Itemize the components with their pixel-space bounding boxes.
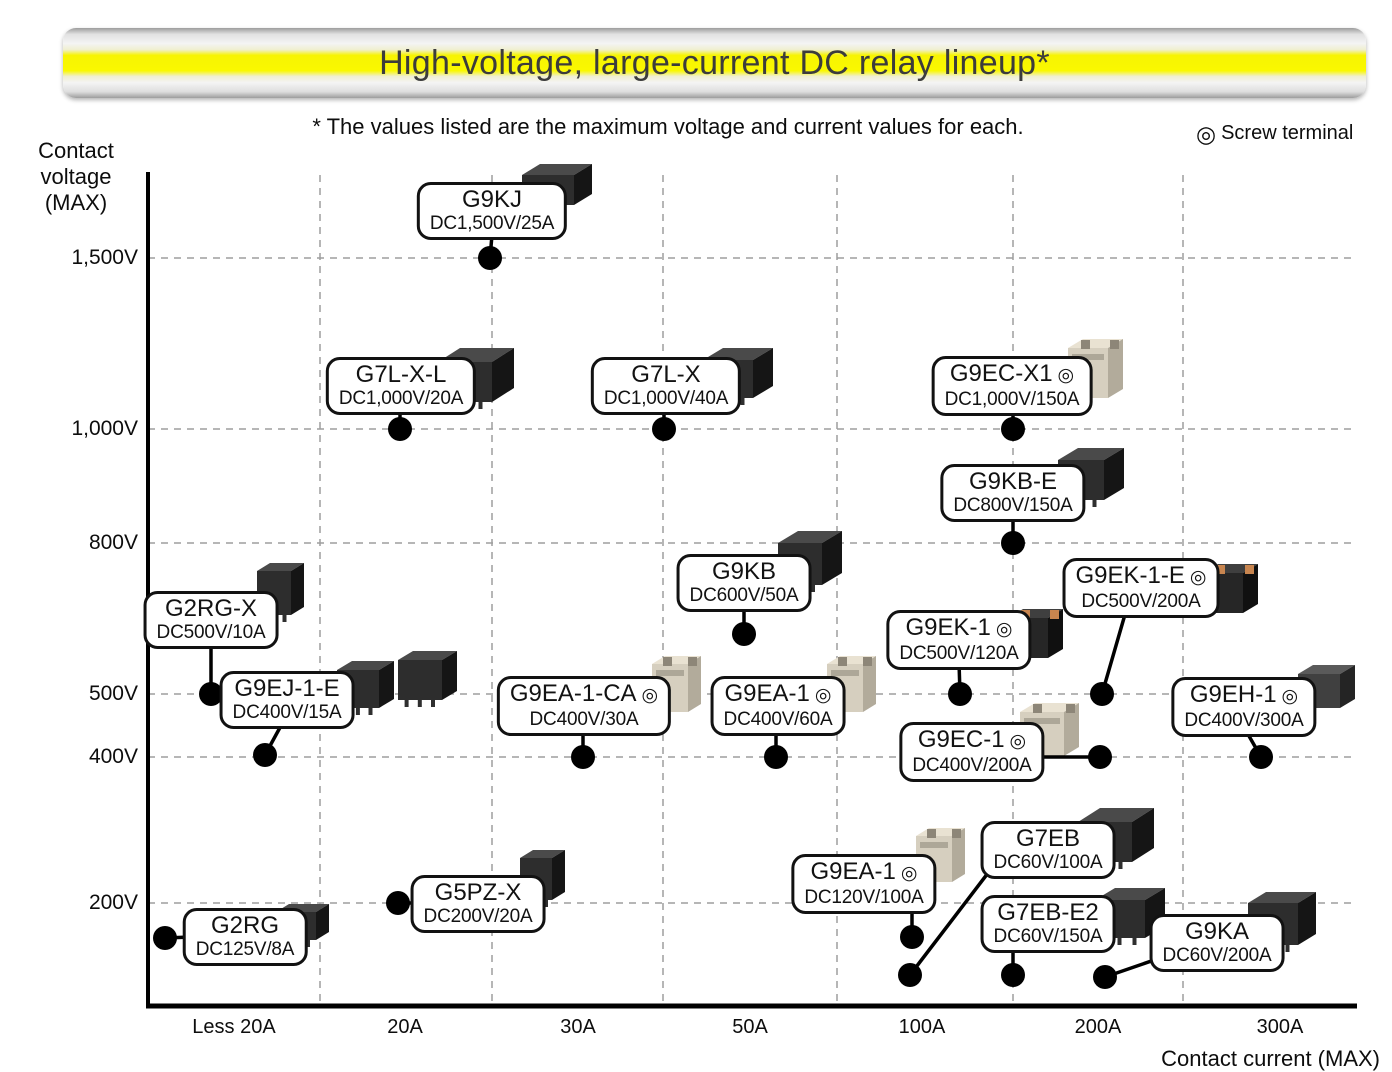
- relay-photo-g9ek-1: [1008, 609, 1063, 658]
- data-point-g9ea-1-400: [764, 745, 788, 769]
- screw-terminal-label: Screw terminal: [1221, 122, 1354, 144]
- data-point-g7eb-e2: [1001, 963, 1025, 987]
- relay-photo-g9kb: [778, 531, 842, 592]
- relay-photo-g7eb-e2: [1095, 888, 1165, 945]
- data-point-g7eb: [898, 963, 922, 987]
- relay-photo-g9ek-1-e: [1203, 564, 1258, 613]
- relay-photo-g9ec-1: [1020, 703, 1079, 756]
- data-point-g2rg-x: [199, 682, 223, 706]
- leader-line-g9ek-1-e: [1100, 609, 1128, 696]
- data-point-g9ek-1-e: [1090, 682, 1114, 706]
- page-title: High-voltage, large-current DC relay lin…: [379, 43, 1050, 82]
- data-point-g2rg: [153, 926, 177, 950]
- data-point-g9ec-x1: [1001, 417, 1025, 441]
- y-axis-title-line2: (MAX): [44, 190, 108, 215]
- relay-photo-g9ea-1-120: [916, 828, 965, 882]
- relay-photo-g9ec-x1: [1068, 339, 1123, 398]
- data-point-g9ek-1: [948, 682, 972, 706]
- relay-photo-g9ej-1-e: [337, 661, 394, 715]
- x-axis-title: Contact current (MAX): [1161, 1046, 1380, 1071]
- relay-photo-g7eb: [1078, 808, 1154, 869]
- y-axis-title-line1: Contact voltage: [38, 138, 114, 189]
- data-point-g9kj: [478, 246, 502, 270]
- relay-photo-g7l-x: [703, 348, 773, 405]
- relay-photo-g2rg: [276, 904, 329, 947]
- data-point-g9kb: [732, 622, 756, 646]
- footnote-text: * The values listed are the maximum volt…: [312, 114, 1024, 139]
- relay-photo-g9ea-1-ca: [652, 656, 701, 712]
- relay-photo-g9kb-e: [1058, 448, 1124, 507]
- screw-terminal-legend: ◎ Screw terminal: [1196, 122, 1386, 145]
- data-point-g9ej-1-e: [253, 743, 277, 767]
- screw-terminal-icon: ◎: [1196, 120, 1217, 147]
- relay-photo-g9ea-1-400: [827, 656, 876, 712]
- relay-photo-g9kj: [522, 164, 592, 212]
- relay-photo-g7l-x-l: [438, 348, 514, 409]
- relay-photo-g9eh-1: [1298, 665, 1355, 708]
- data-point-g9kb-e: [1001, 531, 1025, 555]
- relay-photo-g5pz-x: [520, 850, 565, 907]
- data-point-g9eh-1: [1249, 745, 1273, 769]
- data-point-g7l-x: [652, 417, 676, 441]
- title-banner: High-voltage, large-current DC relay lin…: [63, 28, 1366, 98]
- data-point-g5pz-x: [386, 891, 410, 915]
- relay-photo-g2rg-x: [257, 563, 304, 622]
- y-axis-title: Contact voltage (MAX): [0, 138, 152, 216]
- relay-photo-g9ka: [1248, 892, 1316, 952]
- relay-photo-g9ej-1-e-1: [398, 651, 457, 707]
- data-point-g7l-x-l: [388, 417, 412, 441]
- data-point-g9ec-1: [1088, 745, 1112, 769]
- data-point-g9ea-1-ca: [571, 745, 595, 769]
- leader-line-g7eb: [908, 871, 990, 977]
- data-point-g9ea-1-120: [900, 925, 924, 949]
- data-point-g9ka: [1093, 965, 1117, 989]
